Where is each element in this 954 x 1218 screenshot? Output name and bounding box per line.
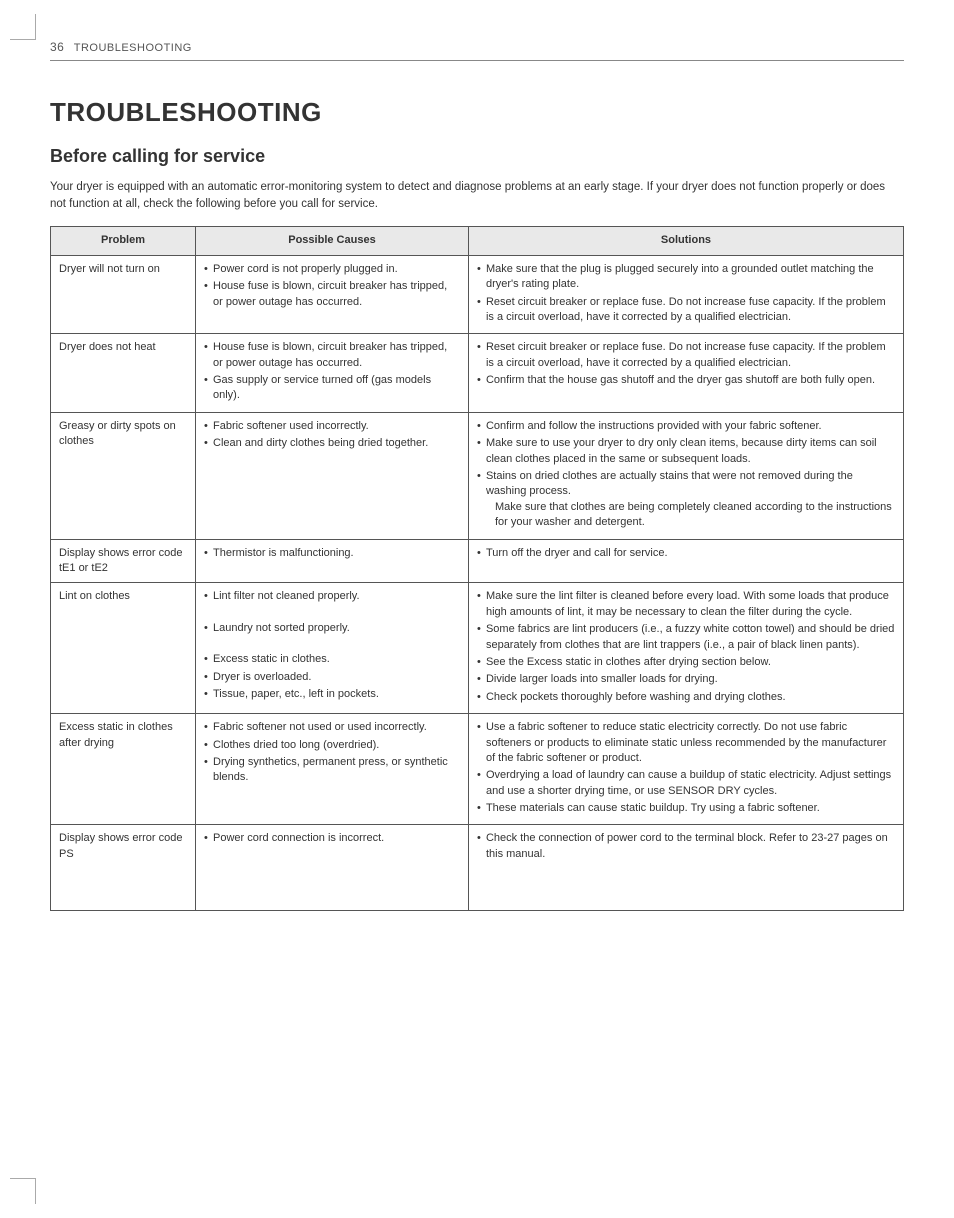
cause-item: Power cord is not properly plugged in. — [204, 262, 460, 277]
header-section: TROUBLESHOOTING — [74, 42, 192, 54]
solution-item: Use a fabric softener to reduce static e… — [477, 720, 895, 766]
col-solutions: Solutions — [468, 227, 903, 255]
cell-causes: Power cord connection is incorrect. — [196, 825, 469, 911]
cause-item: Power cord connection is incorrect. — [204, 831, 460, 846]
page-subtitle: Before calling for service — [50, 146, 904, 167]
cell-problem: Greasy or dirty spots on clothes — [51, 412, 196, 539]
solution-item: Make sure the lint filter is cleaned bef… — [477, 589, 895, 620]
table-row: Dryer will not turn onPower cord is not … — [51, 255, 904, 334]
cell-causes: Fabric softener used incorrectly. Clean a… — [196, 412, 469, 539]
cause-item: Thermistor is malfunctioning. — [204, 546, 460, 561]
cause-item: House fuse is blown, circuit breaker has… — [204, 279, 460, 310]
solution-item: Overdrying a load of laundry can cause a… — [477, 768, 895, 799]
cell-causes: Fabric softener not used or used incorre… — [196, 714, 469, 825]
table-row: Lint on clothesLint filter not cleaned p… — [51, 583, 904, 714]
page-number: 36 — [50, 40, 64, 54]
cell-problem: Lint on clothes — [51, 583, 196, 714]
cell-causes: Thermistor is malfunctioning. — [196, 539, 469, 583]
solution-item: Check the connection of power cord to th… — [477, 831, 895, 862]
cell-solutions: Use a fabric softener to reduce static e… — [468, 714, 903, 825]
solution-item: Turn off the dryer and call for service. — [477, 546, 895, 561]
cell-problem: Excess static in clothes after drying — [51, 714, 196, 825]
solution-item: Check pockets thoroughly before washing … — [477, 690, 895, 705]
cause-item: Fabric softener not used or used incorre… — [204, 720, 460, 735]
cause-item: Drying synthetics, permanent press, or s… — [204, 755, 460, 786]
table-row: Display shows error code tE1 or tE2 Therm… — [51, 539, 904, 583]
solution-item: These materials can cause static buildup… — [477, 801, 895, 816]
cause-item: Gas supply or service turned off (gas mo… — [204, 373, 460, 404]
cause-item: Dryer is overloaded. — [204, 670, 460, 685]
table-row: Excess static in clothes after drying Fab… — [51, 714, 904, 825]
cause-item: Tissue, paper, etc., left in pockets. — [204, 687, 460, 702]
cause-item: Laundry not sorted properly. — [204, 621, 460, 636]
running-header: 36 TROUBLESHOOTING — [50, 40, 904, 61]
cause-item: Fabric softener used incorrectly. — [204, 419, 460, 434]
cell-causes: Power cord is not properly plugged in. Ho… — [196, 255, 469, 334]
intro-text: Your dryer is equipped with an automatic… — [50, 179, 904, 212]
cell-causes: Lint filter not cleaned properly. Laundry… — [196, 583, 469, 714]
table-row: Greasy or dirty spots on clothesFabric s… — [51, 412, 904, 539]
cell-solutions: Reset circuit breaker or replace fuse. D… — [468, 334, 903, 413]
solution-item: Reset circuit breaker or replace fuse. D… — [477, 340, 895, 371]
solution-item: Stains on dried clothes are actually sta… — [477, 469, 895, 531]
crop-mark — [10, 14, 36, 40]
cell-problem: Display shows error code PS — [51, 825, 196, 911]
cell-problem: Dryer does not heat — [51, 334, 196, 413]
crop-mark — [10, 1178, 36, 1204]
cell-problem: Dryer will not turn on — [51, 255, 196, 334]
cell-solutions: Check the connection of power cord to th… — [468, 825, 903, 911]
col-problem: Problem — [51, 227, 196, 255]
cell-solutions: Confirm and follow the instructions prov… — [468, 412, 903, 539]
solution-item: Confirm that the house gas shutoff and t… — [477, 373, 895, 388]
solution-item: Make sure that the plug is plugged secur… — [477, 262, 895, 293]
table-header-row: Problem Possible Causes Solutions — [51, 227, 904, 255]
cause-item: Clothes dried too long (overdried). — [204, 738, 460, 753]
table-row: Dryer does not heat House fuse is blown, … — [51, 334, 904, 413]
page-title: TROUBLESHOOTING — [50, 97, 904, 128]
cell-causes: House fuse is blown, circuit breaker has… — [196, 334, 469, 413]
col-causes: Possible Causes — [196, 227, 469, 255]
solution-item: Reset circuit breaker or replace fuse. D… — [477, 295, 895, 326]
cause-item: House fuse is blown, circuit breaker has… — [204, 340, 460, 371]
table-row: Display shows error code PS Power cord co… — [51, 825, 904, 911]
solution-item: See the Excess static in clothes after d… — [477, 655, 895, 670]
solution-item: Make sure to use your dryer to dry only … — [477, 436, 895, 467]
cell-solutions: Make sure that the plug is plugged secur… — [468, 255, 903, 334]
cell-solutions: Turn off the dryer and call for service. — [468, 539, 903, 583]
cell-solutions: Make sure the lint filter is cleaned bef… — [468, 583, 903, 714]
solution-item: Divide larger loads into smaller loads f… — [477, 672, 895, 687]
cause-item: Excess static in clothes. — [204, 652, 460, 667]
solution-item: Some fabrics are lint producers (i.e., a… — [477, 622, 895, 653]
cell-problem: Display shows error code tE1 or tE2 — [51, 539, 196, 583]
troubleshooting-table: Problem Possible Causes Solutions Dryer … — [50, 226, 904, 911]
cause-item: Lint filter not cleaned properly. — [204, 589, 460, 604]
solution-item: Confirm and follow the instructions prov… — [477, 419, 895, 434]
cause-item: Clean and dirty clothes being dried toge… — [204, 436, 460, 451]
